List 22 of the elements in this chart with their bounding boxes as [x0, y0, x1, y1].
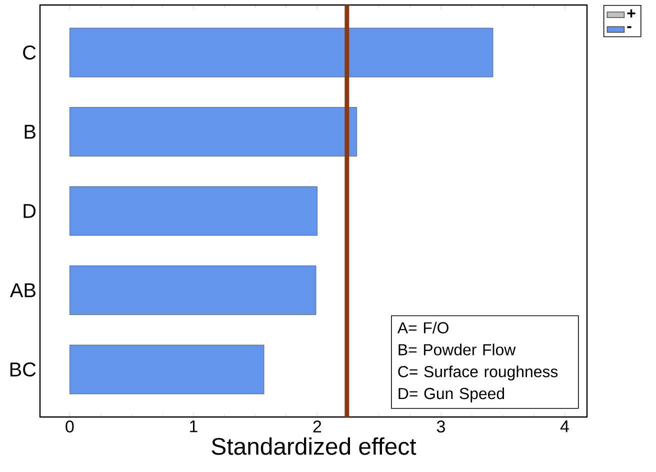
y-tick-label: C: [23, 45, 36, 60]
x-axis-title: Standardized effect: [212, 437, 416, 455]
x-tick-label: 3: [436, 420, 445, 433]
bar: [70, 28, 494, 78]
bar: [70, 107, 358, 156]
y-tick-label: BC: [10, 362, 36, 377]
y-tick-label: AB: [10, 283, 36, 298]
bar: [70, 344, 264, 394]
legend-label: -: [627, 26, 632, 28]
annotation: C= Surface roughness: [398, 366, 558, 380]
x-tick-label: 0: [66, 420, 74, 433]
annotation: A= F/O: [397, 322, 448, 334]
annotation: D= Gun Speed: [398, 388, 504, 402]
x-tick-label: 1: [190, 420, 198, 432]
annotation: B= Powder Flow: [398, 344, 516, 356]
bar: [70, 186, 318, 236]
y-tick-label: B: [24, 124, 36, 139]
x-tick-label: 4: [560, 420, 569, 432]
bar: [70, 266, 316, 315]
x-tick-label: 2: [313, 420, 322, 432]
y-tick-label: D: [24, 204, 36, 218]
legend-label: +: [627, 9, 636, 18]
